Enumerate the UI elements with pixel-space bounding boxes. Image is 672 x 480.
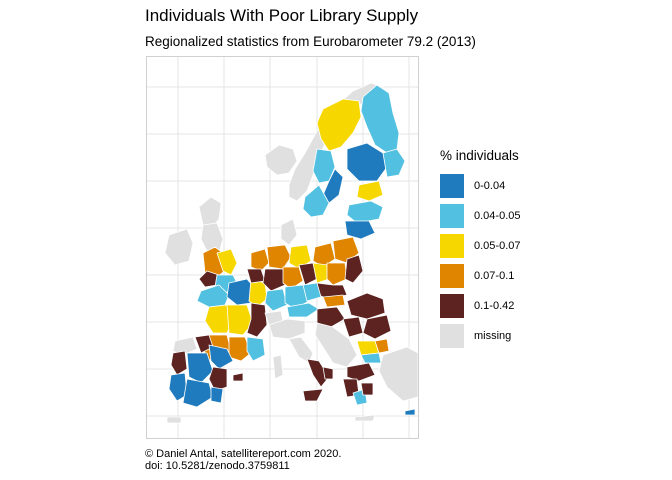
europe-map	[147, 57, 418, 438]
map-subtitle: Regionalized statistics from Eurobaromet…	[145, 34, 476, 49]
region-portugal-north	[170, 350, 188, 376]
caption: © Daniel Antal, satellitereport.com 2020…	[145, 448, 341, 472]
legend-swatch	[440, 294, 464, 318]
region-germany-sw	[264, 288, 288, 312]
legend-item: 0.1-0.42	[440, 291, 520, 321]
region-ireland	[164, 228, 194, 266]
region-greece-attica	[360, 382, 374, 396]
legend-swatch	[440, 174, 464, 198]
region-spain-se	[210, 386, 224, 404]
region-italy-south	[306, 358, 330, 388]
legend-swatch	[440, 234, 464, 258]
region-turkey	[378, 346, 418, 402]
legend-swatch	[440, 264, 464, 288]
region-belgium	[246, 268, 266, 284]
region-portugal-south	[168, 372, 188, 402]
map-title: Individuals With Poor Library Supply	[145, 6, 419, 25]
region-romania-east	[362, 314, 392, 340]
region-uk-england-2	[216, 248, 238, 276]
region-missing-north	[264, 144, 298, 176]
region-netherlands	[250, 248, 270, 272]
region-romania-north	[346, 292, 386, 320]
legend-label: 0.04-0.05	[474, 210, 521, 222]
region-hungary	[316, 306, 346, 328]
region-uk-england-3	[198, 270, 220, 288]
region-sardinia	[272, 354, 284, 380]
legend-item: 0-0.04	[440, 171, 520, 201]
region-sweden-south	[302, 184, 330, 218]
region-finland-south	[346, 142, 388, 182]
region-poland-east	[344, 254, 364, 284]
legend: % individuals 0-0.04 0.04-0.05 0.05-0.07…	[440, 148, 520, 351]
region-france-ne	[248, 278, 268, 308]
legend-label: 0.07-0.1	[474, 270, 515, 282]
region-spain-nw	[172, 336, 198, 356]
caption-credit: © Daniel Antal, satellitereport.com 2020…	[145, 448, 342, 460]
legend-swatch	[440, 204, 464, 228]
region-cyprus	[404, 408, 416, 416]
region-latvia	[346, 200, 384, 224]
region-sicily	[302, 388, 324, 402]
region-italy-north	[268, 318, 306, 340]
legend-label: 0.05-0.07	[474, 240, 521, 252]
region-balearics	[232, 372, 244, 382]
region-bulgaria-3	[360, 352, 382, 364]
region-italy-centre	[288, 336, 314, 364]
legend-item: 0.04-0.05	[440, 201, 520, 231]
region-austria	[286, 302, 320, 318]
region-spain-ne	[208, 344, 234, 370]
region-denmark	[280, 218, 298, 246]
region-spain-south	[182, 378, 214, 408]
region-sweden-north	[316, 98, 362, 152]
legend-label: 0-0.04	[474, 180, 506, 192]
region-romania-west	[342, 316, 364, 338]
map-regions	[164, 82, 418, 424]
region-poland-centre	[326, 262, 348, 286]
legend-item: missing	[440, 321, 520, 351]
caption-doi: doi: 10.5281/zenodo.3759811	[145, 460, 290, 472]
legend-title: % individuals	[440, 148, 519, 163]
region-germany-west	[262, 268, 286, 292]
region-bulgaria-2	[374, 338, 390, 354]
legend-item: 0.05-0.07	[440, 231, 520, 261]
region-slovakia	[322, 294, 346, 308]
region-lithuania	[344, 220, 376, 240]
region-france-se	[246, 336, 266, 362]
legend-label: missing	[474, 330, 512, 342]
legend-label: 0.1-0.42	[474, 300, 515, 312]
region-germany-north	[266, 244, 292, 270]
region-france-east	[246, 302, 268, 338]
region-finland-east	[382, 148, 406, 178]
region-germany-centre	[282, 266, 304, 290]
region-czechia	[302, 282, 322, 302]
region-canaries	[166, 416, 182, 424]
legend-swatch	[440, 324, 464, 348]
map-panel	[146, 56, 419, 439]
region-estonia	[356, 180, 384, 202]
region-spain-centre	[186, 352, 214, 384]
region-crete	[354, 414, 376, 422]
region-greece-north	[346, 362, 376, 382]
legend-item: 0.07-0.1	[440, 261, 520, 291]
region-italy-heel	[322, 366, 334, 380]
